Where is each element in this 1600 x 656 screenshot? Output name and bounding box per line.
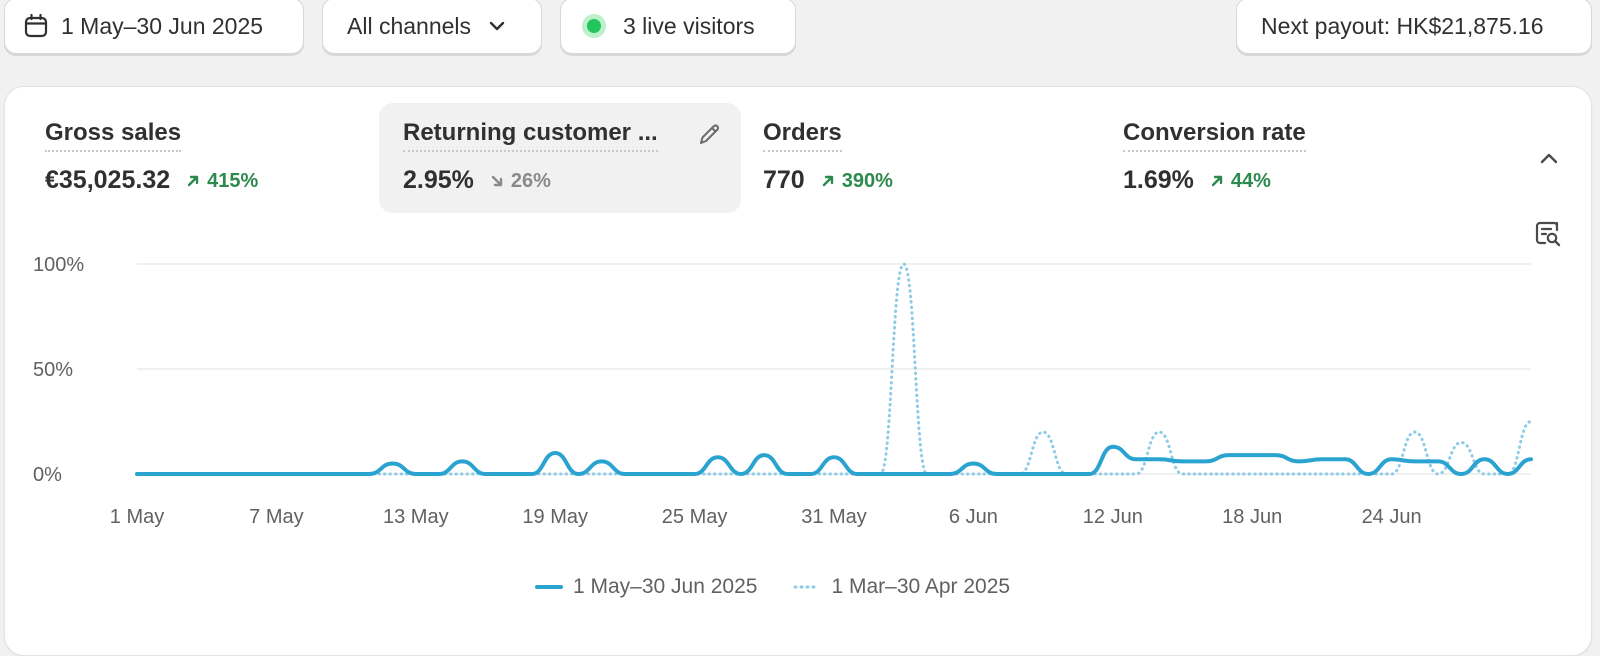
chevron-down-icon <box>487 16 507 36</box>
x-tick-label: 19 May <box>522 506 588 528</box>
x-tick-label: 13 May <box>383 506 449 528</box>
live-visitors-button[interactable]: 3 live visitors <box>560 0 796 54</box>
arrow-down-right-icon <box>491 175 503 187</box>
pencil-icon[interactable] <box>695 121 723 154</box>
metric-delta: 44% <box>1210 170 1271 193</box>
metric-orders[interactable]: Orders 770 390% <box>739 103 1101 213</box>
date-range-label: 1 May–30 Jun 2025 <box>61 12 264 39</box>
metric-gross-sales[interactable]: Gross sales €35,025.32 415% <box>21 103 383 213</box>
analytics-card: Gross sales €35,025.32 415% Returning cu… <box>4 86 1592 656</box>
live-visitors-label: 3 live visitors <box>623 12 755 39</box>
date-range-button[interactable]: 1 May–30 Jun 2025 <box>4 0 304 54</box>
metric-delta-value: 415% <box>207 169 259 192</box>
x-tick-label: 31 May <box>801 506 867 528</box>
legend-item-previous[interactable]: 1 Mar–30 Apr 2025 <box>793 575 1010 599</box>
report-search-icon[interactable] <box>1533 219 1563 254</box>
x-tick-label: 1 May <box>110 506 164 528</box>
metric-delta-value: 26% <box>510 169 551 192</box>
metric-returning-customer-rate[interactable]: Returning customer ... 2.95% 26% <box>379 103 741 213</box>
arrow-up-right-icon <box>187 175 199 187</box>
toolbar: 1 May–30 Jun 2025 All channels 3 live vi… <box>0 0 1600 60</box>
arrow-up-right-icon <box>822 175 833 187</box>
legend-label-previous: 1 Mar–30 Apr 2025 <box>831 575 1011 598</box>
x-tick-label: 24 Jun <box>1362 506 1422 528</box>
x-tick-label: 6 Jun <box>949 506 998 528</box>
legend-dotted-swatch <box>793 585 821 589</box>
legend-item-current[interactable]: 1 May–30 Jun 2025 <box>535 575 757 599</box>
metric-label[interactable]: Gross sales <box>45 119 182 152</box>
metric-delta-value: 44% <box>1230 169 1271 192</box>
legend-solid-swatch <box>535 585 563 589</box>
x-tick-label: 25 May <box>662 506 728 528</box>
series-current-line <box>135 444 1533 476</box>
metric-label[interactable]: Orders <box>763 119 842 152</box>
legend-label-current: 1 May–30 Jun 2025 <box>573 575 758 598</box>
metric-delta: 390% <box>821 170 893 193</box>
metric-label[interactable]: Conversion rate <box>1123 119 1306 152</box>
metric-delta: 26% <box>490 170 551 193</box>
metric-conversion-rate[interactable]: Conversion rate 1.69% 44% <box>1099 103 1461 213</box>
metric-value: 2.95% <box>403 166 474 194</box>
metric-delta-value: 390% <box>841 169 893 192</box>
x-tick-label: 7 May <box>249 506 303 528</box>
next-payout-button[interactable]: Next payout: HK$21,875.16 <box>1236 0 1592 54</box>
line-chart: 0% 50% 100% 1 May 7 May 13 May 19 May 25 May 31 … <box>33 254 1533 528</box>
x-tick-label: 12 Jun <box>1083 506 1143 528</box>
metric-value: €35,025.32 <box>45 166 171 194</box>
metric-value: 770 <box>763 166 805 194</box>
arrow-up-right-icon <box>1211 175 1223 187</box>
y-tick-label: 50% <box>33 359 73 381</box>
next-payout-label: Next payout: HK$21,875.16 <box>1261 12 1544 39</box>
metric-label[interactable]: Returning customer ... <box>403 119 658 152</box>
x-tick-label: 18 Jun <box>1222 506 1282 528</box>
channel-select[interactable]: All channels <box>322 0 542 54</box>
chevron-up-icon[interactable] <box>1535 145 1563 178</box>
y-tick-label: 0% <box>33 464 62 486</box>
calendar-icon <box>23 13 49 39</box>
metric-value: 1.69% <box>1123 166 1194 194</box>
metric-delta: 415% <box>186 170 258 193</box>
channel-label: All channels <box>347 12 472 39</box>
y-tick-label: 100% <box>33 254 84 276</box>
chart-legend: 1 May–30 Jun 2025 1 Mar–30 Apr 2025 <box>535 575 1075 599</box>
live-indicator-icon <box>587 19 601 33</box>
